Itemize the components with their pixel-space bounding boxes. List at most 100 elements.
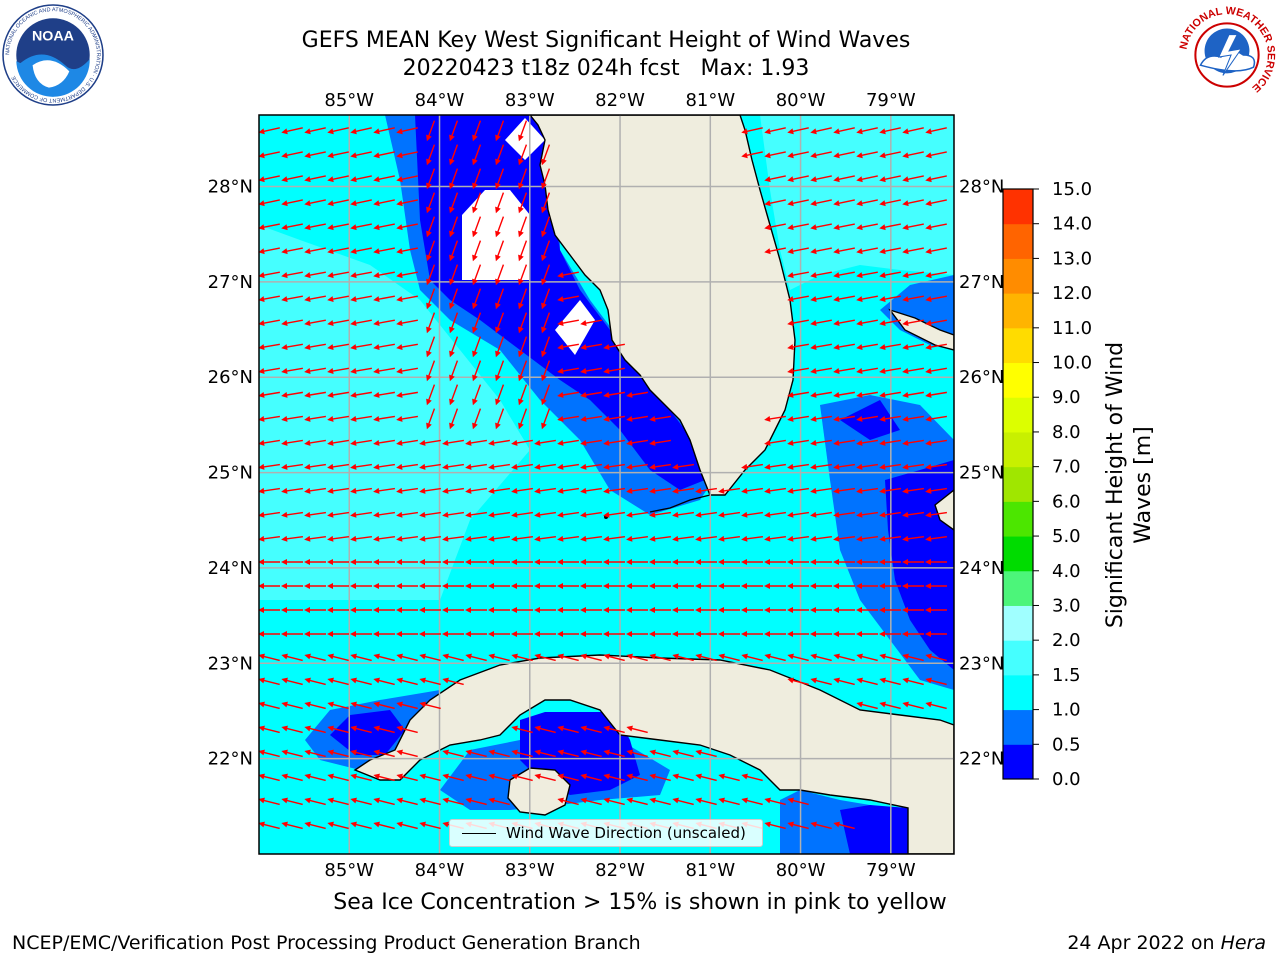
wave-direction-arrowhead bbox=[419, 773, 426, 780]
wave-direction-arrowhead bbox=[350, 439, 357, 446]
wave-direction-arrowhead bbox=[764, 176, 771, 183]
wave-direction-arrowhead bbox=[541, 398, 547, 406]
lon-tick-label-bottom: 81°W bbox=[685, 860, 735, 881]
wave-direction-arrowhead bbox=[541, 422, 547, 430]
wave-direction-arrowhead bbox=[511, 559, 517, 565]
wave-direction-arrowhead bbox=[626, 749, 633, 756]
wave-direction-arrowhead bbox=[396, 653, 403, 660]
wave-direction-arrowhead bbox=[764, 583, 770, 589]
wave-direction-arrowhead bbox=[518, 230, 524, 238]
wave-direction-arrowhead bbox=[672, 773, 679, 780]
wave-direction-arrowhead bbox=[626, 535, 633, 542]
wave-direction-arrowhead bbox=[672, 797, 679, 804]
wave-direction-arrowhead bbox=[580, 631, 586, 637]
wave-direction-arrowhead bbox=[327, 392, 334, 398]
wave-direction-arrowhead bbox=[396, 320, 403, 327]
wave-direction-arrowhead bbox=[580, 583, 586, 589]
footer-branch: NCEP/EMC/Verification Post Processing Pr… bbox=[12, 932, 641, 954]
wave-direction-arrowhead bbox=[327, 200, 334, 207]
wave-direction-arrowhead bbox=[557, 749, 564, 756]
wave-direction-arrowhead bbox=[442, 773, 449, 780]
wave-direction-arrowhead bbox=[259, 272, 265, 279]
wave-direction-arrowhead bbox=[511, 511, 518, 518]
wave-direction-arrowhead bbox=[649, 487, 656, 494]
lat-tick-label-left: 27°N bbox=[208, 272, 253, 293]
wave-direction-arrowhead bbox=[810, 463, 817, 470]
wave-direction-arrowhead bbox=[373, 749, 380, 756]
wave-direction-arrowhead bbox=[603, 749, 610, 756]
wave-direction-arrowhead bbox=[259, 821, 265, 828]
wave-direction-arrowhead bbox=[695, 797, 702, 804]
wave-direction-arrowhead bbox=[856, 344, 863, 350]
wave-direction-arrowhead bbox=[879, 152, 886, 159]
wave-direction-arrowhead bbox=[810, 439, 817, 446]
wave-direction-arrowhead bbox=[373, 152, 380, 159]
wave-direction-arrowhead bbox=[350, 272, 357, 279]
wave-direction-arrowhead bbox=[879, 677, 886, 684]
wave-direction-arrowhead bbox=[557, 439, 564, 446]
wave-direction-arrowhead bbox=[465, 559, 471, 565]
wave-direction-arrowhead bbox=[902, 607, 908, 613]
wave-direction-arrowhead bbox=[518, 134, 524, 142]
wave-direction-arrowhead bbox=[833, 176, 840, 183]
wave-direction-arrowhead bbox=[649, 607, 655, 613]
wave-direction-arrowhead bbox=[373, 200, 380, 207]
wave-direction-arrowhead bbox=[327, 725, 334, 732]
wave-direction-arrowhead bbox=[373, 248, 380, 255]
wave-direction-arrowhead bbox=[879, 487, 886, 494]
colorbar-tick-label: 14.0 bbox=[1052, 214, 1092, 235]
wave-direction-arrowhead bbox=[259, 415, 265, 422]
wave-direction-arrowhead bbox=[449, 158, 455, 166]
wave-direction-arrowhead bbox=[495, 422, 501, 430]
wave-direction-arrowhead bbox=[764, 487, 771, 494]
wave-direction-arrowhead bbox=[472, 398, 478, 406]
wave-direction-arrowhead bbox=[304, 701, 311, 708]
wave-direction-arrowhead bbox=[787, 653, 794, 660]
wave-direction-arrowhead bbox=[833, 677, 840, 684]
wave-direction-arrowhead bbox=[810, 487, 817, 494]
wave-direction-arrowhead bbox=[557, 463, 564, 470]
wave-direction-arrowhead bbox=[810, 248, 817, 255]
wave-direction-arrowhead bbox=[856, 296, 863, 303]
lat-tick-label-right: 26°N bbox=[959, 367, 1004, 388]
wave-direction-arrowhead bbox=[350, 152, 357, 159]
wave-direction-arrowhead bbox=[557, 535, 564, 542]
wave-direction-arrowhead bbox=[281, 749, 288, 756]
wave-direction-arrowhead bbox=[557, 511, 564, 518]
wave-direction-arrowhead bbox=[649, 631, 655, 637]
wave-direction-arrowhead bbox=[442, 607, 448, 613]
wave-direction-arrowhead bbox=[350, 487, 357, 494]
wave-direction-arrowhead bbox=[557, 344, 564, 350]
wave-direction-arrowhead bbox=[580, 607, 586, 613]
wave-direction-arrowhead bbox=[327, 631, 333, 637]
wave-direction-arrowhead bbox=[304, 296, 311, 303]
wave-direction-arrowhead bbox=[810, 320, 817, 327]
wave-direction-arrowhead bbox=[511, 487, 518, 494]
wave-direction-arrowhead bbox=[259, 583, 264, 589]
colorbar-tick-label: 12.0 bbox=[1052, 283, 1092, 304]
wave-band-0.0-0.5-bahamas bbox=[885, 460, 954, 670]
wave-direction-arrowhead bbox=[426, 278, 432, 286]
wave-direction-arrowhead bbox=[810, 511, 817, 518]
wave-direction-arrowhead bbox=[902, 701, 909, 708]
wave-direction-arrowhead bbox=[856, 607, 862, 613]
wave-direction-arrowhead bbox=[902, 296, 909, 303]
colorbar-segment bbox=[1003, 536, 1033, 572]
wave-direction-arrowhead bbox=[396, 344, 403, 350]
wave-band-1.5-2.0-west bbox=[259, 225, 530, 600]
wave-direction-arrowhead bbox=[787, 463, 794, 470]
colorbar-ticks: 0.0 0.5 1.0 1.5 2.0 3.0 4.0 5.0 6.0 7.0 8.0 9.0 10.0… bbox=[1033, 179, 1092, 790]
wave-direction-arrowhead bbox=[259, 176, 265, 183]
wave-direction-arrowhead bbox=[419, 701, 426, 708]
wave-direction-arrowhead bbox=[787, 415, 794, 422]
bahamas-andros bbox=[934, 489, 954, 531]
wave-direction-arrowhead bbox=[465, 607, 471, 613]
wave-direction-arrowhead bbox=[304, 797, 311, 804]
colorbar-tick-label: 10.0 bbox=[1052, 353, 1092, 374]
wave-direction-arrowhead bbox=[718, 559, 724, 565]
wave-direction-arrowhead bbox=[304, 487, 311, 494]
map-frame bbox=[258, 114, 955, 855]
wave-direction-arrowhead bbox=[580, 559, 586, 565]
wave-direction-arrowhead bbox=[396, 176, 403, 183]
wave-direction-arrowhead bbox=[511, 607, 517, 613]
